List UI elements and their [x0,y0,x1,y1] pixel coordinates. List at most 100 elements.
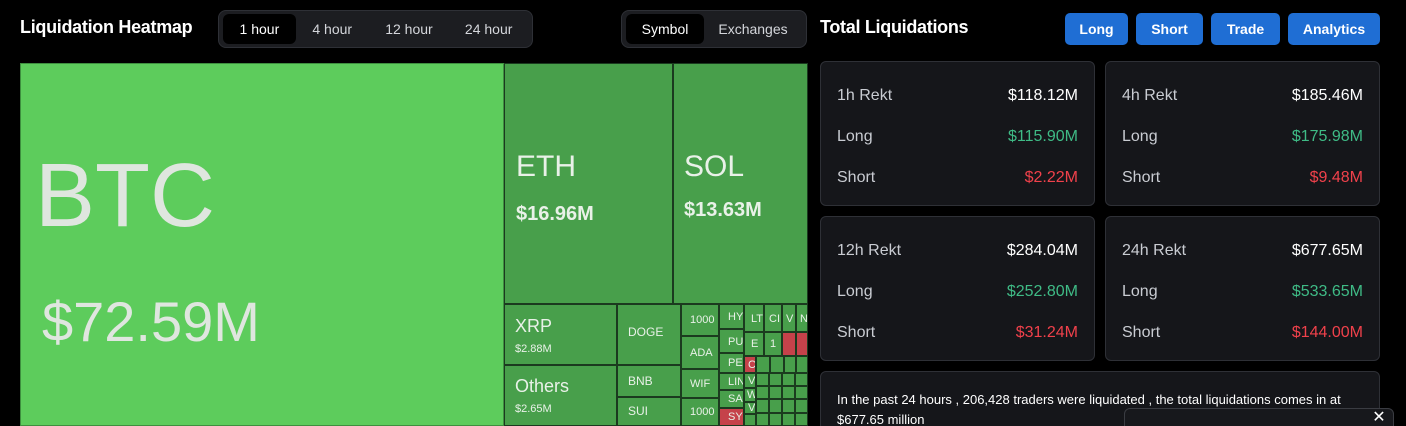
tile-small[interactable] [795,373,808,386]
tile-1[interactable]: 1 [764,332,782,356]
tile-sa[interactable]: SA [719,390,744,408]
tile-small[interactable] [796,356,808,373]
tile-symbol: XRP [515,316,553,336]
short-button[interactable]: Short [1136,13,1203,45]
tile-others[interactable]: Others $2.65M [504,365,617,426]
tile-red-small[interactable] [796,332,808,356]
tile-ada[interactable]: ADA [681,336,719,369]
tile-small[interactable] [795,399,808,413]
tab-12-hour[interactable]: 12 hour [385,21,433,37]
tile-doge[interactable]: DOGE [617,304,681,365]
tile-red-small[interactable] [782,332,796,356]
period-label: 12h Rekt [837,242,902,259]
long-value: $252.80M [1006,283,1078,300]
period-label: 24h Rekt [1122,242,1187,259]
tile-symbol: 1 [770,338,777,350]
tile-v-2[interactable]: V [744,373,756,388]
tile-small[interactable] [769,386,782,399]
short-label: Short [837,169,876,186]
tile-wif[interactable]: WIF [681,369,719,398]
long-button[interactable]: Long [1065,13,1128,45]
tile-n[interactable]: N [796,304,808,332]
tile-c[interactable]: C [744,356,756,373]
tile-small[interactable] [795,413,808,426]
total-value: $185.46M [1291,87,1363,104]
tile-symbol: SY [728,411,743,423]
tile-symbol: PU [728,336,744,348]
tile-small[interactable] [756,413,769,426]
long-label: Long [1122,283,1158,300]
tile-small[interactable] [770,356,784,373]
tile-symbol: PE [728,357,743,369]
tile-symbol: BNB [628,374,653,388]
tab-1-hour[interactable]: 1 hour [223,14,296,44]
short-value: $144.00M [1291,324,1363,341]
tab-exchanges[interactable]: Exchanges [718,21,788,37]
short-label: Short [837,324,876,341]
tile-sol[interactable]: SOL $13.63M [673,63,808,304]
tile-1000-b[interactable]: 1000 [681,398,719,426]
tile-small[interactable] [769,399,782,413]
tab-4-hour[interactable]: 4 hour [312,21,353,37]
tab-symbol[interactable]: Symbol [626,14,704,44]
tile-amount: $16.96M [516,203,594,225]
tile-ci[interactable]: CI [764,304,782,332]
total-value: $118.12M [1008,87,1078,104]
tile-btc[interactable]: BTC $72.59M [20,63,504,426]
rekt-long-row: Long $533.65M [1122,282,1363,302]
tile-small[interactable] [756,373,769,386]
rekt-card-12h: 12h Rekt $284.04M Long $252.80M Short $3… [820,216,1095,361]
tile-amount: $2.88M [515,343,552,355]
short-value: $9.48M [1309,169,1363,186]
long-value: $533.65M [1291,283,1363,300]
tile-eth[interactable]: ETH $16.96M [504,63,673,304]
tile-small[interactable] [784,356,796,373]
tile-amount: $13.63M [684,199,762,221]
tile-small[interactable] [782,386,795,399]
rekt-total-row: 1h Rekt $118.12M [837,86,1078,106]
tile-small[interactable] [756,356,770,373]
tab-24-hour[interactable]: 24 hour [464,21,513,37]
tile-symbol: HY [728,311,744,323]
tile-small[interactable] [756,399,769,413]
liquidation-summary: In the past 24 hours , 206,428 traders w… [820,371,1380,426]
tile-lt[interactable]: LT [744,304,764,332]
short-value: $31.24M [1015,324,1078,341]
tile-small[interactable] [795,386,808,399]
tile-e[interactable]: E [744,332,764,356]
tile-small[interactable] [782,413,795,426]
tile-bnb[interactable]: BNB [617,365,681,397]
trade-button[interactable]: Trade [1211,13,1280,45]
tile-symbol: CI [769,313,780,325]
tile-sui[interactable]: SUI [617,397,681,426]
tile-lin[interactable]: LIN [719,373,744,390]
tile-small[interactable] [782,399,795,413]
rekt-short-row: Short $9.48M [1122,168,1363,188]
tile-v-3[interactable]: V [744,402,756,414]
rekt-card-1h: 1h Rekt $118.12M Long $115.90M Short $2.… [820,61,1095,206]
tile-small[interactable] [782,373,795,386]
tile-w[interactable]: W [744,388,756,402]
heatmap-title: Liquidation Heatmap [20,17,193,37]
tile-amount: $2.65M [515,403,552,415]
long-label: Long [1122,128,1158,145]
rekt-short-row: Short $144.00M [1122,323,1363,343]
time-range-tabs: 1 hour 4 hour 12 hour 24 hour [218,10,533,48]
notification-popup: ✕ [1124,408,1394,426]
tile-xrp[interactable]: XRP $2.88M [504,304,617,365]
tile-pe[interactable]: PE [719,353,744,373]
tile-small[interactable] [769,413,782,426]
tile-small[interactable] [756,386,769,399]
tile-1000-a[interactable]: 1000 [681,304,719,336]
rekt-card-24h: 24h Rekt $677.65M Long $533.65M Short $1… [1105,216,1380,361]
tile-symbol: 1000 [690,406,715,418]
tile-pu[interactable]: PU [719,329,744,353]
tile-sy[interactable]: SY [719,408,744,426]
tile-hy[interactable]: HY [719,304,744,329]
tile-v[interactable]: V [782,304,796,332]
analytics-button[interactable]: Analytics [1288,13,1380,45]
rekt-long-row: Long $252.80M [837,282,1078,302]
close-icon[interactable]: ✕ [1372,409,1386,426]
tile-small[interactable] [744,414,756,426]
tile-small[interactable] [769,373,782,386]
